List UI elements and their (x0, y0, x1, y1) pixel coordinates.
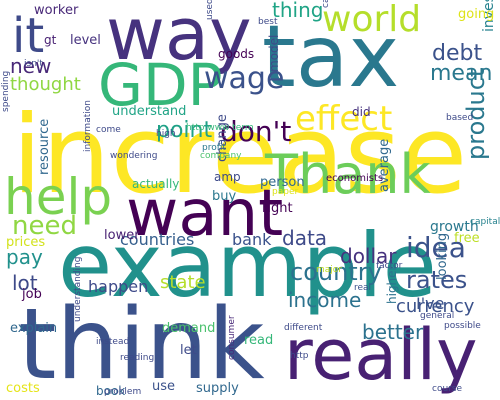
cloud-word: don't (220, 115, 292, 148)
cloud-word: understanding (73, 256, 83, 322)
cloud-word: economists (326, 173, 384, 184)
cloud-word: http (290, 351, 309, 361)
cloud-word: isn't (24, 59, 43, 69)
cloud-word: consumer (227, 315, 237, 360)
cloud-word: used (205, 0, 215, 20)
cloud-word: resource (37, 118, 52, 175)
cloud-word: goods (218, 47, 255, 61)
cloud-word: mean (430, 61, 493, 86)
cloud-word: reading (120, 353, 155, 363)
cloud-word: wage (204, 61, 285, 96)
cloud-word: thing (272, 0, 324, 22)
cloud-word: right (262, 201, 293, 216)
cloud-word: way (106, 0, 252, 76)
cloud-word: wondering (110, 151, 158, 161)
cloud-word: currency (396, 296, 475, 317)
cloud-word: happen (88, 277, 149, 296)
cloud-word: job (22, 287, 42, 302)
cloud-word: better (362, 320, 424, 344)
cloud-word: bank (232, 230, 272, 249)
cloud-word: need (12, 211, 77, 241)
cloud-word: understand (112, 104, 187, 119)
cloud-word: state (160, 272, 206, 293)
cloud-word: tax (262, 7, 400, 107)
cloud-word: dollar (340, 244, 397, 268)
cloud-word: effect (295, 99, 393, 139)
cloud-word: Thank (265, 143, 431, 206)
cloud-word: read (244, 333, 274, 348)
cloud-word: high (156, 129, 176, 139)
cloud-word: information (83, 100, 93, 152)
cloud-word: pay (6, 245, 43, 269)
cloud-word: actually (132, 177, 180, 191)
cloud-word: spending (1, 70, 11, 112)
cloud-word: growth (430, 219, 479, 235)
cloud-word: based (446, 113, 474, 123)
cloud-word: looking (435, 232, 450, 280)
cloud-word: supply (196, 381, 239, 396)
cloud-word: did (352, 105, 371, 119)
cloud-word: GDP (98, 51, 223, 119)
cloud-word: model (267, 34, 281, 72)
cloud-word: let (180, 343, 197, 358)
cloud-word: amp (214, 170, 241, 184)
cloud-word: want (126, 177, 284, 251)
cloud-word: factor (376, 261, 403, 271)
cloud-word: can't (321, 0, 331, 8)
cloud-word: http www term (186, 123, 254, 133)
cloud-word: costs (6, 381, 40, 396)
cloud-word: explain (10, 321, 58, 336)
cloud-word: data (282, 226, 328, 250)
cloud-word: course (432, 384, 463, 394)
cloud-word: best (258, 17, 278, 27)
cloud-word: company (200, 151, 242, 161)
cloud-word: come (96, 125, 121, 135)
cloud-word: really (284, 314, 478, 396)
cloud-word: level (70, 33, 101, 48)
cloud-word: new (10, 54, 52, 78)
cloud-word: demand (162, 321, 216, 336)
cloud-word: lower (104, 228, 140, 243)
cloud-word: problem (104, 387, 142, 397)
cloud-word: debt (432, 41, 483, 66)
cloud-word: idea (406, 231, 466, 264)
cloud-word: general (420, 311, 455, 321)
cloud-word: I've (416, 294, 445, 313)
cloud-word: increase (12, 93, 468, 218)
cloud-word: different (284, 323, 323, 333)
cloud-word: going (458, 7, 495, 22)
cloud-word: instead (96, 337, 130, 347)
cloud-word: profit (202, 143, 226, 153)
cloud-word: book (96, 384, 126, 398)
cloud-word: income (288, 288, 362, 312)
cloud-word: paper (272, 187, 299, 197)
cloud-word: prices (6, 235, 46, 250)
cloud-word: major (316, 265, 342, 275)
cloud-word: world (322, 0, 422, 40)
cloud-word: think (18, 288, 265, 400)
cloud-word: capital (470, 217, 500, 227)
cloud-word: person (260, 175, 305, 190)
cloud-word: use (152, 379, 176, 394)
cloud-word: lot (12, 271, 38, 295)
cloud-word: thought (10, 74, 81, 95)
cloud-word: gt (44, 33, 57, 47)
cloud-word: countries (120, 230, 195, 249)
cloud-word: possible (444, 321, 481, 331)
cloud-word: higher (385, 265, 399, 304)
cloud-word: it (12, 8, 45, 64)
cloud-word: example (58, 214, 437, 317)
cloud-word: free (454, 231, 480, 246)
cloud-word: average (377, 138, 392, 192)
cloud-word: point (156, 118, 213, 143)
cloud-word: help (4, 168, 113, 226)
cloud-word: buy (212, 189, 237, 204)
cloud-word: rates (406, 266, 468, 294)
cloud-word: country (290, 258, 382, 286)
cloud-word: worker (34, 3, 79, 18)
cloud-word: real (354, 283, 372, 293)
